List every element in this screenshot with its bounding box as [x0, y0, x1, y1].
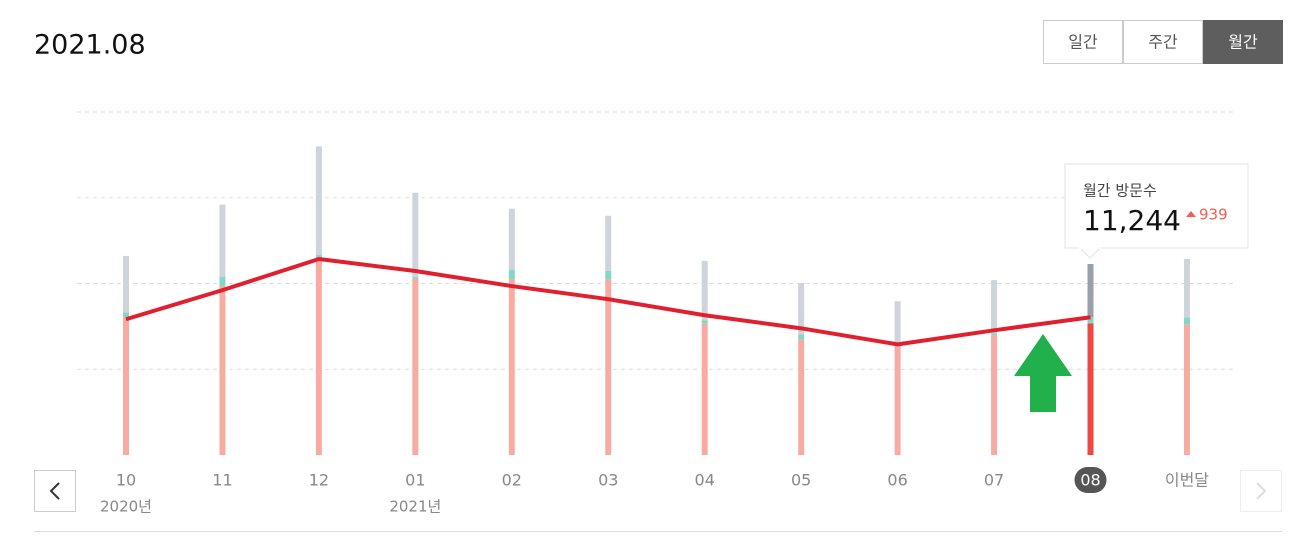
selected-pill	[1074, 467, 1107, 493]
x-tick-label: 10	[116, 471, 136, 490]
bar-segment	[991, 335, 998, 455]
bar-segment	[219, 277, 226, 287]
green-arrow	[1014, 334, 1072, 412]
next-icon	[1256, 482, 1267, 500]
bar-segment	[412, 192, 419, 278]
tabs: 일간 주간 월간	[1043, 20, 1283, 64]
bar-segment	[508, 270, 515, 280]
bar-segment	[701, 320, 708, 324]
page-title: 2021.08	[34, 30, 146, 61]
year-label: 2021년	[389, 498, 441, 516]
bar-segment	[219, 204, 226, 278]
bar-segment	[1183, 324, 1190, 455]
tooltip-value: 11,244	[1083, 204, 1181, 237]
bar-segment	[701, 323, 708, 455]
bar-segment	[894, 344, 901, 455]
visits-line	[125, 257, 1091, 347]
tooltip-pointer-mask	[1079, 246, 1101, 249]
bar-segment	[798, 283, 805, 335]
tab[interactable]	[1203, 20, 1283, 64]
bar-segment	[1183, 259, 1190, 318]
bar-segment	[315, 146, 322, 255]
x-tick-label: 11	[212, 471, 232, 490]
bar-segment	[605, 215, 612, 272]
bar-segment	[1087, 264, 1094, 318]
prev-icon	[49, 482, 60, 500]
x-tick-label: 06	[887, 471, 907, 490]
bar-segment	[123, 312, 129, 318]
bar-segment	[991, 333, 998, 336]
tab[interactable]	[1043, 20, 1123, 64]
prev-box[interactable]	[34, 470, 76, 512]
next-button[interactable]	[1240, 470, 1282, 512]
bar-segment	[219, 286, 226, 455]
x-tick-label: 05	[791, 471, 811, 490]
x-tick-label: 01	[405, 471, 425, 490]
bar-segment	[701, 260, 708, 321]
bar-segment	[1087, 317, 1094, 324]
x-tick-label: 03	[598, 471, 618, 490]
bar-segment	[605, 271, 612, 280]
up-triangle	[1186, 211, 1196, 217]
x-tick-label: 이번달	[1165, 471, 1209, 490]
x-tick-label: 08	[1080, 471, 1100, 490]
tooltip-change: 939	[1199, 206, 1228, 224]
x-tick-label: 12	[309, 471, 329, 490]
bar-segment	[991, 280, 998, 334]
bar-segment	[412, 277, 419, 280]
next-box[interactable]	[1240, 470, 1282, 512]
tooltip-title: 월간 방문수	[1083, 182, 1157, 200]
x-tick-label: 02	[502, 471, 522, 490]
tooltip: 월간 방문수 11,244 939	[1064, 163, 1249, 259]
bar-segment	[798, 339, 805, 455]
bar-segment	[508, 208, 515, 271]
x-tick-label: 07	[984, 471, 1004, 490]
bar-segment	[1183, 317, 1190, 325]
bar-segment	[605, 279, 612, 455]
tab-label[interactable]: 주간	[1148, 33, 1178, 52]
tab-label[interactable]: 월간	[1228, 33, 1258, 52]
tab-label[interactable]: 일간	[1068, 33, 1098, 52]
bar-segment	[315, 260, 322, 455]
tooltip-box	[1064, 163, 1249, 249]
bar-segment	[894, 301, 901, 343]
bar-segment	[508, 279, 515, 455]
x-tick-label: 04	[695, 471, 715, 490]
tab[interactable]	[1123, 20, 1203, 64]
chart: 10 2020년 11 12 01 2021년 02 03 04 05 06 07 08 이번달	[77, 111, 1235, 516]
tooltip-pointer	[1079, 247, 1101, 259]
year-label: 2020년	[100, 498, 152, 516]
bar-segment	[798, 334, 805, 340]
bar-segment	[123, 317, 129, 455]
prev-button[interactable]	[34, 470, 76, 512]
bar-segment	[412, 279, 419, 455]
bar-segment	[123, 255, 129, 313]
bar-segment	[1087, 323, 1094, 455]
